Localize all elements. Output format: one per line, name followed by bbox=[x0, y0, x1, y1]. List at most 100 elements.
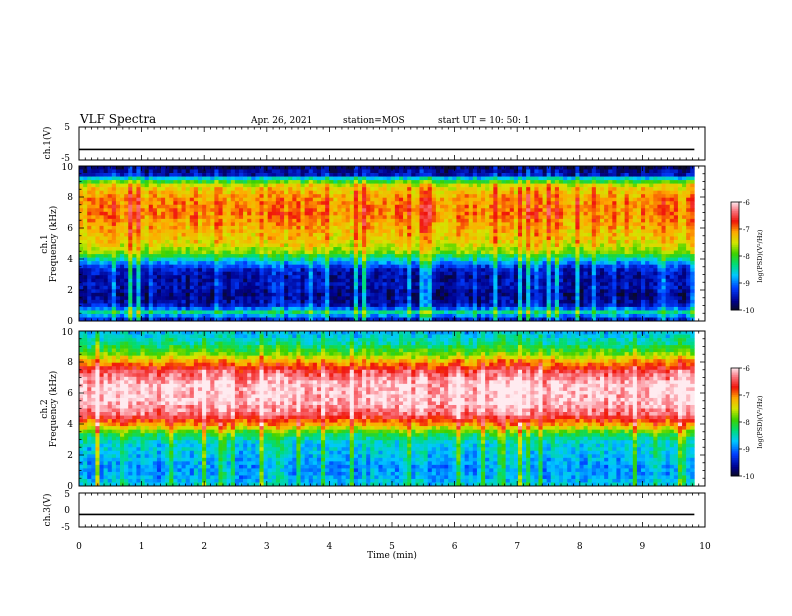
spectrogram-cell bbox=[238, 236, 244, 241]
spectrogram-cell bbox=[284, 222, 289, 227]
spectrogram-cell bbox=[99, 296, 104, 301]
spectrogram-cell bbox=[206, 292, 211, 297]
spectrogram-cell bbox=[366, 194, 371, 198]
spectrogram-cell bbox=[271, 229, 277, 234]
spectrogram-cell bbox=[197, 173, 203, 177]
spectrogram-cell bbox=[362, 313, 367, 318]
spectrogram-cell bbox=[144, 257, 150, 262]
spectrogram-cell bbox=[530, 257, 535, 262]
spectrogram-cell bbox=[468, 190, 474, 195]
spectrogram-cell bbox=[423, 261, 428, 265]
spectrogram-cell bbox=[530, 264, 535, 269]
spectrogram-cell bbox=[357, 317, 363, 322]
spectrogram-cell bbox=[390, 208, 396, 213]
spectrogram-cell bbox=[132, 166, 137, 170]
spectrogram-cell bbox=[378, 275, 383, 280]
spectrogram-cell bbox=[316, 278, 322, 283]
spectrogram-cell bbox=[83, 296, 88, 301]
spectrogram-cell bbox=[390, 310, 396, 315]
spectrogram-cell bbox=[394, 250, 400, 255]
spectrogram-cell bbox=[271, 204, 277, 209]
spectrogram-cell bbox=[263, 250, 269, 255]
spectrogram-cell bbox=[464, 250, 470, 255]
spectrogram-cell bbox=[497, 173, 502, 177]
spectrogram-cell bbox=[263, 236, 269, 241]
spectrogram-cell bbox=[197, 264, 203, 269]
spectrogram-cell bbox=[476, 289, 482, 294]
spectrogram-cell bbox=[263, 222, 269, 227]
spectrogram-cell bbox=[513, 173, 519, 177]
spectrogram-cell bbox=[333, 296, 338, 301]
spectrogram-cell bbox=[308, 197, 314, 202]
spectrogram-cell bbox=[386, 268, 392, 272]
spectrogram-cell bbox=[95, 285, 100, 290]
spectrogram-cell bbox=[103, 285, 109, 290]
spectrogram-cell bbox=[333, 236, 338, 241]
spectrogram-cell bbox=[398, 243, 404, 248]
spectrogram-cell bbox=[481, 204, 486, 209]
spectrogram-cell bbox=[481, 254, 486, 258]
spectrogram-cell bbox=[415, 190, 420, 195]
spectrogram-cell bbox=[353, 261, 359, 265]
spectrogram-cell bbox=[513, 243, 519, 248]
spectrogram-cell bbox=[218, 180, 223, 184]
spectrogram-cell bbox=[247, 187, 252, 191]
spectrogram-cell bbox=[267, 257, 273, 262]
spectrogram-cell bbox=[132, 264, 137, 269]
spectrogram-cell bbox=[144, 303, 150, 308]
spectrogram-cell bbox=[448, 225, 453, 230]
spectrogram-cell bbox=[234, 310, 240, 315]
spectrogram-cell bbox=[79, 296, 84, 301]
spectrogram-cell bbox=[181, 313, 186, 318]
spectrogram-cell bbox=[259, 254, 264, 258]
spectrogram-cell bbox=[370, 187, 375, 191]
spectrogram-cell bbox=[206, 166, 211, 170]
spectrogram-cell bbox=[362, 250, 367, 255]
spectrogram-cell bbox=[472, 204, 478, 209]
spectrogram-cell bbox=[259, 183, 264, 188]
spectrogram-cell bbox=[267, 173, 273, 177]
spectrogram-cell bbox=[271, 261, 277, 265]
spectrogram-cell bbox=[300, 208, 305, 213]
spectrogram-cell bbox=[312, 180, 318, 184]
spectrogram-cell bbox=[456, 289, 461, 294]
spectrogram-cell bbox=[95, 236, 100, 241]
spectrogram-cell bbox=[493, 247, 498, 251]
spectrogram-cell bbox=[501, 289, 506, 294]
spectrogram-cell bbox=[452, 211, 457, 216]
spectrogram-cell bbox=[87, 275, 92, 280]
spectrogram-cell bbox=[103, 278, 109, 283]
spectrogram-cell bbox=[271, 211, 277, 216]
spectrogram-cell bbox=[132, 225, 137, 230]
spectrogram-cell bbox=[415, 296, 420, 301]
spectrogram-cell bbox=[173, 197, 178, 202]
spectrogram-cell bbox=[440, 236, 445, 241]
spectrogram-cell bbox=[226, 292, 232, 297]
spectrogram-cell bbox=[144, 197, 150, 202]
spectrogram-cell bbox=[111, 292, 117, 297]
spectrogram-cell bbox=[300, 166, 305, 170]
spectrogram-cell bbox=[197, 289, 203, 294]
spectrogram-cell bbox=[263, 275, 269, 280]
spectrogram-cell bbox=[99, 173, 104, 177]
spectrogram-cell bbox=[325, 289, 330, 294]
spectrogram-cell bbox=[267, 187, 273, 191]
spectrogram-cell bbox=[378, 211, 383, 216]
spectrogram-cell bbox=[526, 275, 531, 280]
spectrogram-cell bbox=[341, 303, 346, 308]
spectrogram-cell bbox=[440, 292, 445, 297]
spectrogram-cell bbox=[427, 225, 433, 230]
spectrogram-cell bbox=[275, 306, 281, 311]
spectrogram-cell bbox=[128, 222, 133, 227]
spectrogram-cell bbox=[173, 166, 178, 170]
spectrogram-cell bbox=[534, 201, 539, 206]
spectrogram-cell bbox=[152, 275, 158, 280]
spectrogram-cell bbox=[403, 261, 408, 265]
spectrogram-cell bbox=[542, 218, 547, 223]
spectrogram-cell bbox=[247, 292, 252, 297]
spectrogram-cell bbox=[202, 243, 207, 248]
spectrogram-cell bbox=[403, 285, 408, 290]
spectrogram-cell bbox=[505, 187, 511, 191]
spectrogram-cell bbox=[382, 247, 387, 251]
spectrogram-cell bbox=[263, 271, 269, 276]
